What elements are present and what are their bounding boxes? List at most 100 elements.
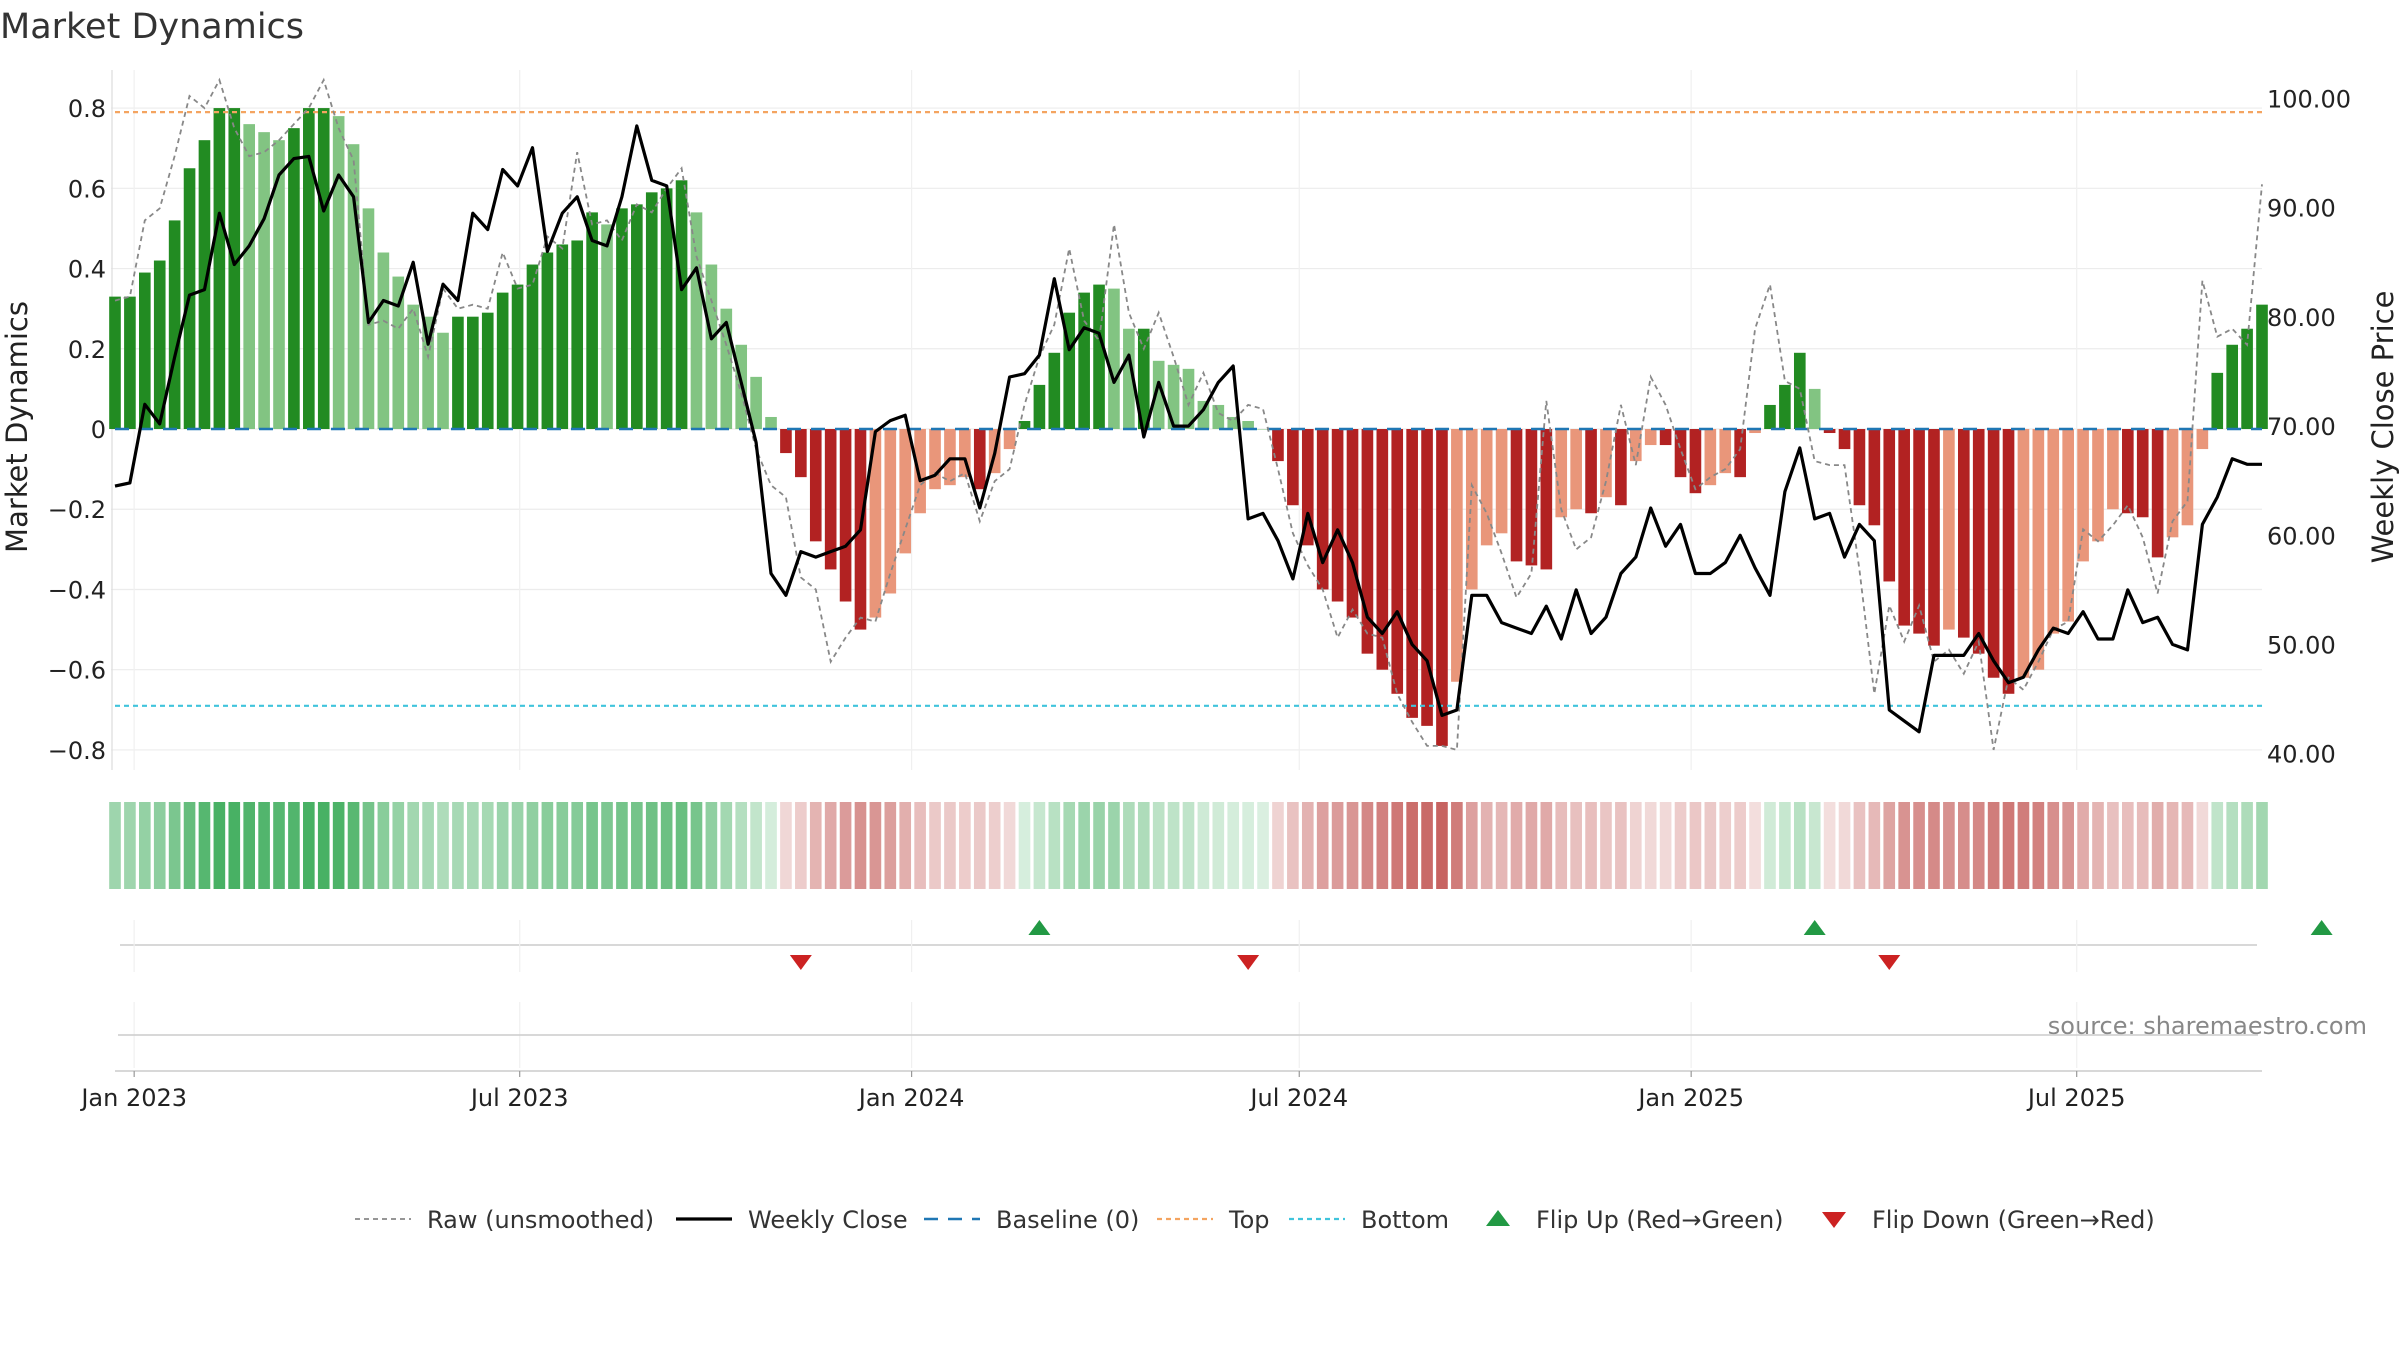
heat-cell <box>1913 802 1925 889</box>
flip-down-marker <box>1878 955 1901 970</box>
heat-cell <box>1764 802 1776 889</box>
right-tick-label: 80.00 <box>2267 304 2336 332</box>
legend-label: Baseline (0) <box>996 1206 1139 1234</box>
heat-cell <box>1674 802 1687 889</box>
legend-label: Top <box>1228 1206 1270 1234</box>
momentum-bar <box>243 124 256 430</box>
momentum-bar <box>1123 328 1135 430</box>
momentum-bar <box>347 144 360 430</box>
momentum-bar <box>765 416 777 430</box>
heat-cell <box>1391 802 1404 889</box>
heat-cell <box>526 802 539 889</box>
momentum-bar <box>1570 429 1582 510</box>
momentum-bar <box>1734 429 1746 478</box>
momentum-bar <box>1689 429 1702 494</box>
heat-cell <box>1108 802 1120 889</box>
momentum-bar <box>2092 429 2104 542</box>
momentum-bar <box>1808 388 1821 430</box>
momentum-bar <box>481 312 494 430</box>
heat-cell <box>124 802 136 889</box>
heat-cell <box>1227 802 1240 889</box>
heat-cell <box>1779 802 1791 889</box>
right-tick-label: 70.00 <box>2267 413 2336 441</box>
momentum-bar <box>1272 429 1284 462</box>
heat-cell <box>1734 802 1746 889</box>
heat-cell <box>1331 802 1344 889</box>
heat-cell <box>422 802 434 889</box>
heat-cell <box>1301 802 1314 889</box>
momentum-bar <box>467 316 479 430</box>
heat-cell <box>1808 802 1821 889</box>
heat-cell <box>1123 802 1135 889</box>
momentum-bar <box>541 252 554 430</box>
heat-cell <box>437 802 449 889</box>
momentum-bar <box>586 212 598 430</box>
momentum-bar <box>1331 429 1344 602</box>
heat-cell <box>1868 802 1881 889</box>
heat-cell <box>377 802 390 889</box>
momentum-bar <box>1421 429 1433 726</box>
momentum-bar <box>526 264 539 430</box>
heat-cell <box>1287 802 1299 889</box>
heat-cell <box>153 802 166 889</box>
heat-cell <box>467 802 479 889</box>
momentum-bar <box>1301 429 1314 546</box>
right-tick-label: 100.00 <box>2267 86 2351 114</box>
heat-cell <box>884 802 897 889</box>
heat-cell <box>601 802 613 889</box>
left-tick-label: −0.6 <box>48 657 106 685</box>
heat-cell <box>929 802 941 889</box>
raw-line <box>114 77 2263 752</box>
heat-cell <box>1257 802 1269 889</box>
momentum-bar <box>973 429 986 490</box>
momentum-bar <box>899 429 912 554</box>
heat-cell <box>1316 802 1329 889</box>
heat-cell <box>705 802 718 889</box>
heat-cell <box>1003 802 1016 889</box>
momentum-bar <box>1793 352 1806 430</box>
heat-cell <box>616 802 628 889</box>
momentum-bar <box>1093 284 1105 430</box>
momentum-bar <box>1823 429 1836 434</box>
heat-cell <box>2166 802 2179 889</box>
momentum-bar <box>944 429 956 486</box>
momentum-bar <box>959 429 971 478</box>
momentum-bar <box>1018 420 1031 430</box>
momentum-bar <box>377 252 390 430</box>
heat-cell <box>1838 802 1851 889</box>
momentum-bar <box>1913 429 1925 634</box>
left-tick-label: 0.6 <box>68 175 106 203</box>
momentum-bar <box>1033 384 1046 430</box>
momentum-bar <box>1376 429 1389 670</box>
heat-cell <box>183 802 196 889</box>
momentum-bar <box>1555 429 1568 518</box>
legend-item-bottom: Bottom <box>1289 1206 1449 1234</box>
heat-cell <box>1823 802 1836 889</box>
momentum-bar <box>631 204 643 430</box>
heat-cell <box>198 802 211 889</box>
heat-cell <box>303 802 315 889</box>
momentum-bar <box>1838 429 1851 450</box>
momentum-bar <box>139 272 151 430</box>
legend-item-flip-down: Flip Down (Green→Red) <box>1822 1206 2155 1234</box>
legend-label: Flip Down (Green→Red) <box>1872 1206 2155 1234</box>
momentum-bar <box>720 308 733 430</box>
flip-up-marker <box>1803 920 1826 935</box>
heat-cell <box>1704 802 1717 889</box>
heat-cell <box>1406 802 1418 889</box>
right-tick-label: 60.00 <box>2267 522 2336 550</box>
x-tick-label: Jul 2023 <box>469 1084 569 1112</box>
heat-cell <box>2032 802 2045 889</box>
momentum-bar <box>2047 429 2060 634</box>
momentum-bar <box>124 296 136 430</box>
heat-cell <box>1152 802 1165 889</box>
momentum-bar <box>1883 429 1896 582</box>
x-tick-label: Jan 2025 <box>1636 1084 1744 1112</box>
momentum-bar <box>675 180 688 430</box>
heat-cell <box>869 802 882 889</box>
momentum-bar <box>1212 404 1225 430</box>
momentum-bar <box>1316 429 1329 590</box>
momentum-bar <box>1585 429 1597 514</box>
heat-cell <box>213 802 226 889</box>
heat-cell <box>496 802 509 889</box>
